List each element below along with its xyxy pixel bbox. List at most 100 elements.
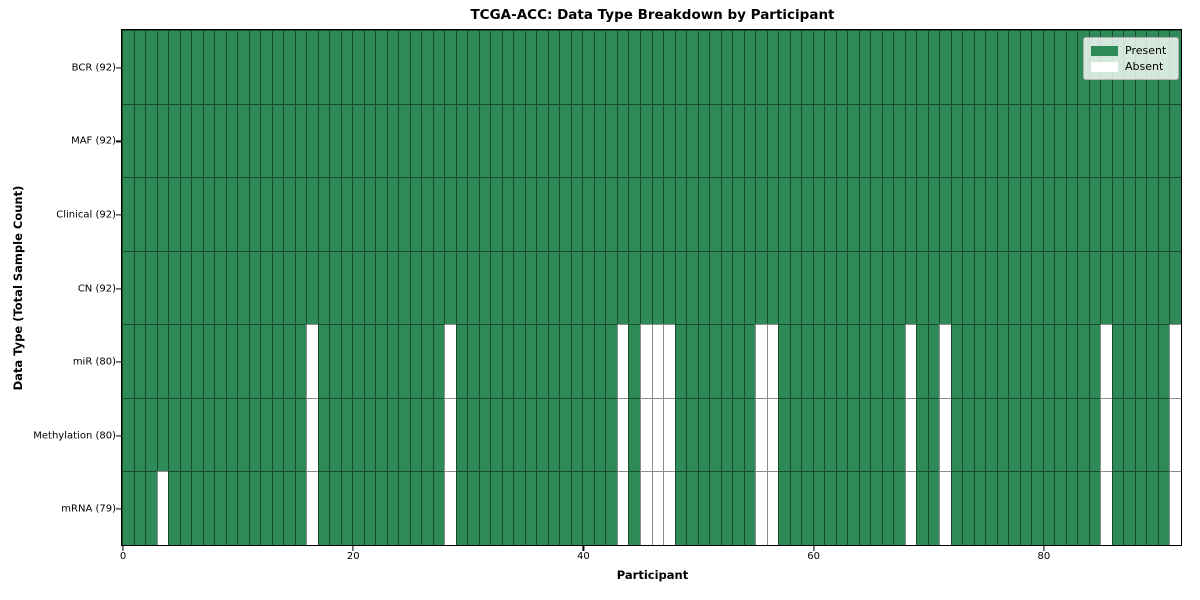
heatmap-cell: [1169, 397, 1181, 472]
heatmap-cell: [1019, 397, 1032, 472]
heatmap-cell: [1031, 324, 1043, 398]
heatmap-cell: [386, 397, 399, 472]
heatmap-cell: [893, 103, 905, 178]
heatmap-cell: [973, 30, 986, 104]
heatmap-cell: [1042, 471, 1055, 545]
heatmap-cell: [605, 397, 617, 472]
heatmap-cell: [1031, 30, 1043, 104]
heatmap-cell: [191, 177, 203, 251]
heatmap-cell: [605, 324, 617, 398]
heatmap-cell: [455, 30, 468, 104]
heatmap-cell: [237, 30, 249, 104]
heatmap-cell: [639, 177, 652, 251]
heatmap-cell: [686, 250, 698, 325]
heatmap-cell: [536, 177, 548, 251]
heatmap-cell: [1031, 103, 1043, 178]
heatmap-cell: [674, 324, 687, 398]
heatmap-cell: [1123, 397, 1135, 472]
heatmap-cell: [271, 250, 284, 325]
heatmap-cell: [122, 250, 134, 325]
heatmap-cell: [1134, 324, 1147, 398]
heatmap-cell: [340, 177, 353, 251]
heatmap-cell: [824, 103, 836, 178]
y-tickmark: [116, 508, 121, 510]
heatmap-cell: [686, 177, 698, 251]
heatmap-cell: [294, 177, 307, 251]
chart-title: TCGA-ACC: Data Type Breakdown by Partici…: [470, 7, 835, 23]
heatmap-cell: [179, 471, 192, 545]
heatmap-cell: [340, 471, 353, 545]
heatmap-cell: [973, 397, 986, 472]
heatmap-cell: [306, 30, 318, 104]
heatmap-cell: [881, 471, 894, 545]
y-tick-label: miR (80): [72, 356, 116, 368]
heatmap-cell: [283, 397, 295, 472]
heatmap-cell: [444, 397, 456, 472]
heatmap-cell: [1123, 177, 1135, 251]
heatmap-cell: [893, 397, 905, 472]
heatmap-cell: [1042, 397, 1055, 472]
heatmap-cell: [421, 397, 433, 472]
heatmap-cell: [835, 103, 848, 178]
heatmap-cell: [398, 103, 410, 178]
heatmap-cell: [904, 324, 917, 398]
heatmap-cell: [939, 397, 951, 472]
heatmap-cell: [513, 471, 525, 545]
heatmap-cell: [1077, 250, 1089, 325]
heatmap-cell: [409, 250, 422, 325]
heatmap-cell: [191, 30, 203, 104]
heatmap-cell: [674, 103, 687, 178]
heatmap-cell: [237, 103, 249, 178]
heatmap-cell: [801, 397, 813, 472]
heatmap-cell: [352, 103, 364, 178]
heatmap-cell: [1100, 471, 1112, 545]
heatmap-cell: [570, 177, 583, 251]
heatmap-cell: [467, 30, 479, 104]
heatmap-cell: [593, 471, 606, 545]
heatmap-cell: [996, 397, 1009, 472]
x-axis-title: Participant: [616, 568, 689, 582]
heatmap-cell: [904, 471, 917, 545]
heatmap-cell: [950, 324, 963, 398]
legend-item-present: Present: [1091, 45, 1171, 56]
heatmap-cell: [375, 471, 387, 545]
heatmap-cell: [962, 250, 974, 325]
heatmap-cell: [421, 324, 433, 398]
heatmap-cell: [225, 177, 238, 251]
heatmap-cell: [663, 471, 675, 545]
heatmap-cell: [962, 103, 974, 178]
heatmap-cell: [536, 324, 548, 398]
heatmap-cell: [570, 250, 583, 325]
heatmap-cell: [916, 471, 928, 545]
heatmap-cell: [271, 177, 284, 251]
heatmap-cell: [536, 471, 548, 545]
heatmap-cell: [697, 471, 710, 545]
heatmap-cell: [559, 471, 571, 545]
heatmap-cell: [1008, 177, 1020, 251]
heatmap-cell: [455, 324, 468, 398]
heatmap-cell: [697, 177, 710, 251]
x-tickmark: [813, 546, 815, 551]
heatmap-cell: [214, 103, 226, 178]
heatmap-cell: [651, 471, 663, 545]
heatmap-cell: [686, 103, 698, 178]
y-tick-label: Clinical (92): [56, 209, 116, 221]
heatmap-cell: [191, 103, 203, 178]
heatmap-cell: [421, 103, 433, 178]
heatmap-cell: [570, 324, 583, 398]
heatmap-cell: [835, 471, 848, 545]
heatmap-cell: [490, 324, 502, 398]
heatmap-cell: [1054, 103, 1066, 178]
heatmap-cell: [962, 397, 974, 472]
heatmap-cell: [260, 397, 272, 472]
heatmap-cell: [950, 250, 963, 325]
heatmap-cell: [916, 30, 928, 104]
heatmap-cell: [1134, 250, 1147, 325]
heatmap-grid: [122, 30, 1181, 545]
heatmap-cell: [559, 177, 571, 251]
heatmap-cell: [156, 397, 169, 472]
heatmap-cell: [432, 397, 445, 472]
heatmap-cell: [467, 103, 479, 178]
heatmap-cell: [444, 324, 456, 398]
heatmap-cell: [904, 30, 917, 104]
